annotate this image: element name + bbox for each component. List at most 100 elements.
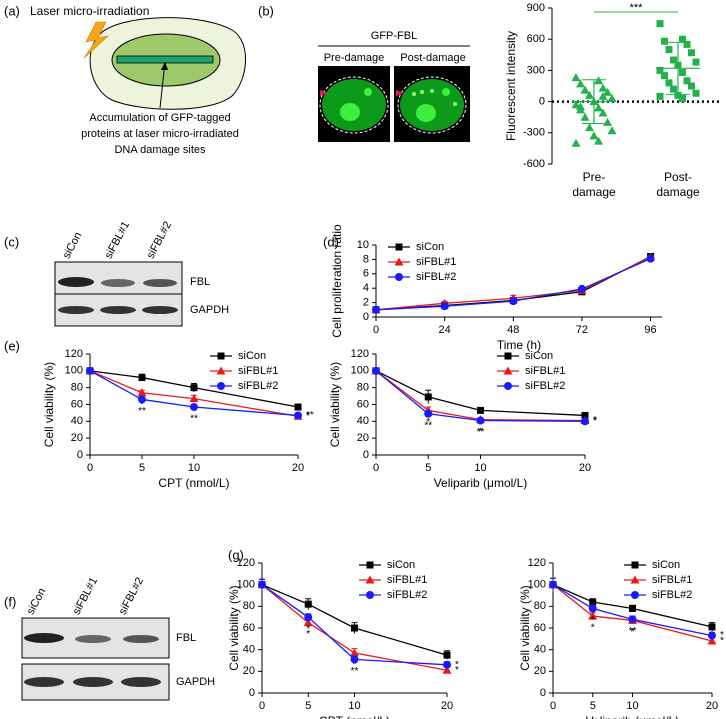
lane-label: siCon — [25, 586, 49, 616]
band-label: FBL — [190, 276, 210, 288]
panel-label: (e) — [4, 338, 20, 353]
marker — [594, 76, 603, 85]
marker — [571, 100, 581, 109]
marker — [504, 352, 512, 360]
marker — [303, 618, 313, 627]
marker — [661, 72, 668, 80]
y-axis-label: Cell proliferation ratio — [330, 224, 344, 338]
y-tick-label: 40 — [534, 644, 546, 656]
marker — [294, 411, 302, 420]
panel-label: (f) — [4, 594, 16, 609]
legend-label: siFBL#1 — [416, 256, 456, 268]
diagram-title: Laser micro-irradiation — [30, 4, 149, 18]
band-label: FBL — [176, 632, 196, 644]
marker — [585, 123, 594, 132]
x-tick-label: 0 — [87, 462, 93, 474]
x-tick-label: 0 — [259, 700, 265, 712]
marker — [372, 366, 380, 375]
marker — [576, 79, 585, 88]
marker — [683, 77, 691, 85]
marker — [189, 394, 199, 403]
x-tick-label: 5 — [139, 462, 145, 474]
significance: ** — [351, 666, 359, 677]
panel-label: (b) — [258, 3, 274, 18]
x-tick-label: 10 — [188, 462, 200, 474]
band — [24, 677, 64, 687]
legend-label: siFBL#1 — [387, 574, 427, 586]
marker — [216, 366, 226, 375]
marker — [683, 40, 691, 48]
marker — [594, 103, 603, 112]
marker — [707, 636, 717, 645]
legend-label: siCon — [525, 350, 553, 362]
y-tick-label: 80 — [534, 600, 546, 612]
y-tick-label: 80 — [357, 382, 369, 394]
significance: * — [720, 636, 724, 647]
x-tick-label: 20 — [441, 700, 453, 712]
y-tick-label: 0 — [539, 96, 545, 108]
marker — [137, 388, 147, 397]
significance: ** — [424, 420, 432, 431]
band — [100, 306, 136, 314]
y-tick-label: 60 — [357, 398, 369, 410]
y-tick-label: -300 — [523, 127, 545, 139]
y-tick-label: 20 — [243, 665, 255, 677]
significance: * — [479, 426, 483, 437]
marker — [580, 112, 590, 121]
y-axis-label: Cell viability (%) — [42, 362, 56, 447]
nucleolus — [416, 104, 436, 122]
western-blot: siCon siFBL#1 siFBL#2 FBL GAPDH — [54, 220, 229, 327]
significance: * — [591, 623, 595, 634]
legend-label: siCon — [387, 559, 415, 571]
focus — [412, 92, 416, 96]
significance: ** — [477, 427, 485, 438]
lane-label: siFBL#1 — [71, 576, 101, 617]
x-tick-label: 5 — [590, 700, 596, 712]
marker — [656, 20, 664, 28]
marker — [646, 254, 655, 263]
marker — [629, 605, 636, 612]
marker — [603, 117, 612, 126]
laser-bolt — [83, 21, 109, 59]
x-axis-label: CPT (nmol/L) — [319, 714, 390, 719]
legend-label: siFBL#2 — [238, 380, 278, 392]
band — [58, 306, 94, 314]
caption: Accumulation of GFP-tagged — [89, 112, 230, 124]
marker — [631, 561, 639, 569]
marker — [443, 651, 451, 659]
marker — [665, 46, 673, 54]
marker — [86, 366, 94, 375]
band — [24, 633, 64, 643]
significance: *** — [630, 2, 644, 14]
marker — [631, 591, 639, 599]
series-line — [552, 584, 713, 628]
legend-label: siFBL#2 — [416, 271, 456, 283]
significance: * — [593, 415, 597, 426]
marker — [708, 623, 716, 631]
x-axis-label: Veliparib (μmol/L) — [434, 476, 528, 490]
cell-diagram: Laser micro-irradiation Accumulation of … — [30, 4, 246, 156]
significance: * — [426, 417, 430, 428]
x-tick-label: 20 — [579, 462, 591, 474]
y-tick-label: 80 — [243, 600, 255, 612]
marker — [679, 94, 686, 102]
marker — [549, 580, 557, 589]
x-tick-label: 5 — [305, 700, 311, 712]
marker — [630, 575, 640, 584]
x-tick-label: Post-damage — [656, 170, 700, 199]
marker — [581, 417, 589, 426]
damage-arrow — [396, 90, 404, 96]
marker — [440, 302, 449, 311]
marker — [424, 393, 432, 401]
marker — [258, 580, 266, 589]
x-tick-label: 0 — [373, 324, 379, 336]
x-tick-label: 10 — [474, 462, 486, 474]
marker — [692, 58, 700, 66]
outline — [397, 76, 467, 134]
y-tick-label: 20 — [357, 432, 369, 444]
series-line — [261, 584, 448, 666]
significance: * — [353, 660, 357, 671]
marker — [588, 611, 598, 620]
band — [123, 635, 159, 643]
